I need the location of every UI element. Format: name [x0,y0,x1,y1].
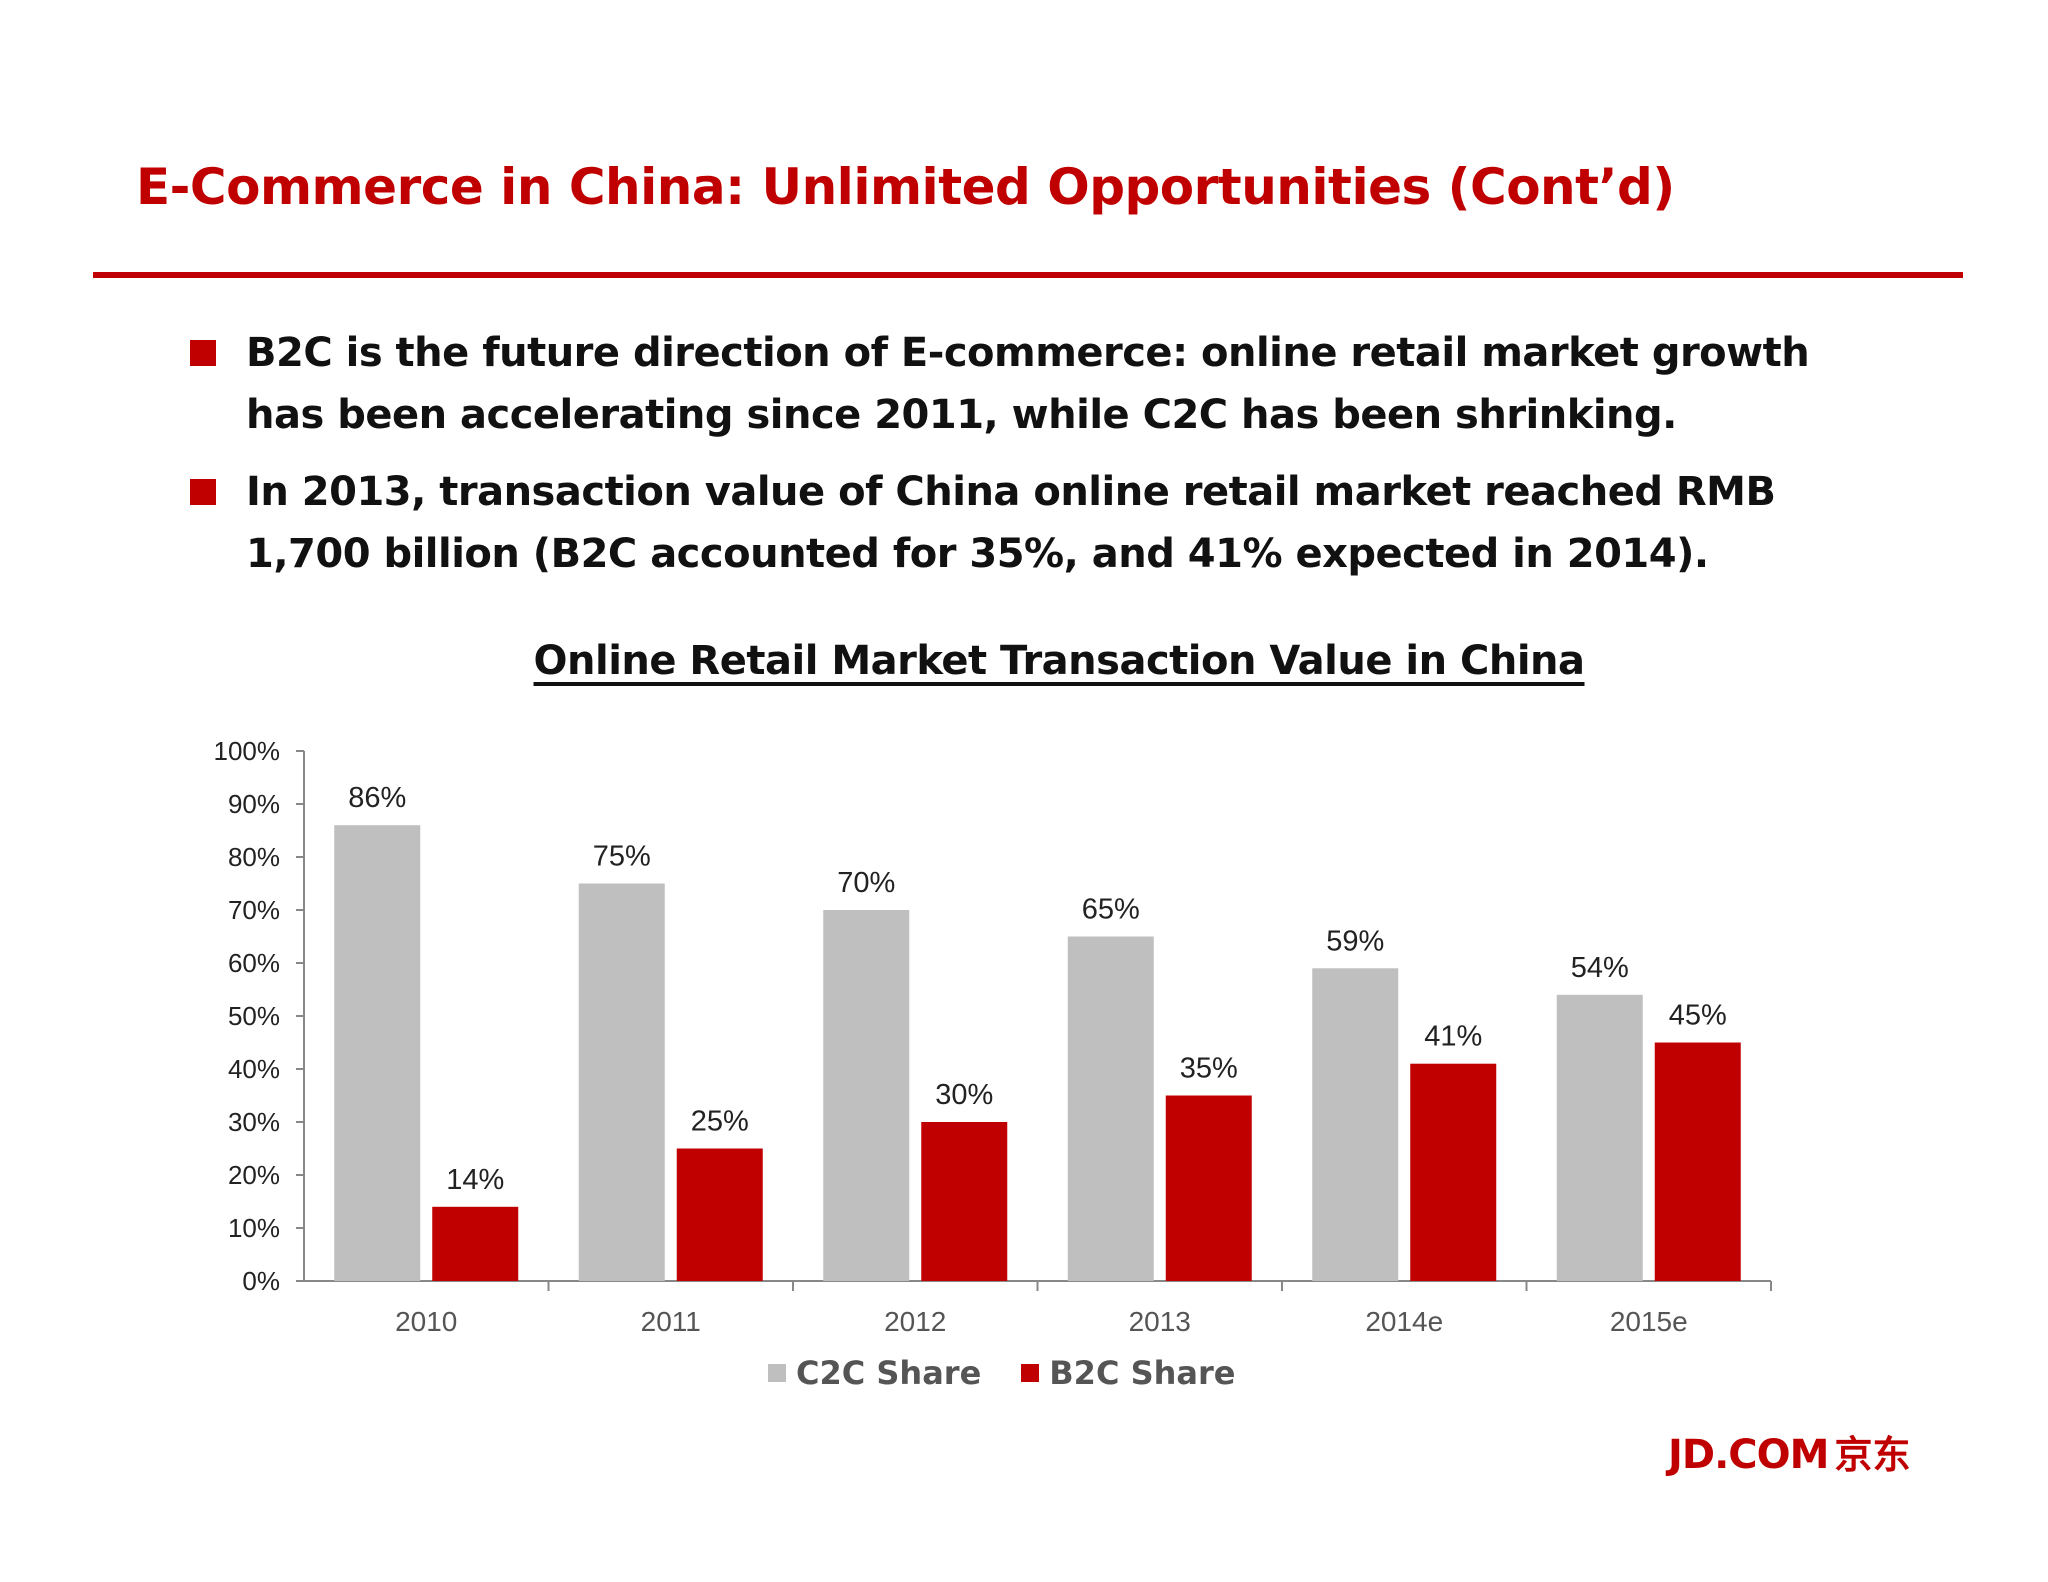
y-tick-label: 20% [228,1160,280,1190]
c2c-bar [578,883,665,1281]
b2c-data-label: 25% [691,1106,749,1138]
chart-title: Online Retail Market Transaction Value i… [533,638,1586,684]
bullet-list: B2C is the future direction of E-commerc… [190,322,1840,600]
b2c-bar [432,1206,519,1281]
y-tick-label: 0% [242,1266,280,1296]
c2c-data-label: 75% [593,841,651,873]
x-category-label: 2011 [641,1306,701,1337]
b2c-bar [1654,1042,1741,1281]
legend-label-c2c: C2C Share [796,1354,982,1392]
b2c-data-label: 14% [446,1164,504,1196]
legend-item-b2c: B2C Share [1021,1354,1235,1392]
b2c-data-label: 41% [1424,1021,1482,1053]
y-tick-label: 60% [228,948,280,978]
bullet-text: In 2013, transaction value of China onli… [246,469,1776,577]
c2c-data-label: 54% [1571,952,1629,984]
b2c-data-label: 30% [935,1079,993,1111]
legend-item-c2c: C2C Share [768,1354,981,1392]
c2c-bar [334,825,421,1281]
b2c-bar [1410,1063,1497,1281]
x-category-label: 2013 [1129,1306,1191,1337]
legend-label-b2c: B2C Share [1049,1354,1236,1392]
logo-text: JD.COM [1668,1432,1829,1478]
c2c-data-label: 70% [837,867,895,899]
x-category-label: 2014e [1365,1306,1443,1337]
legend-swatch-c2c [768,1364,786,1382]
y-tick-label: 50% [228,1001,280,1031]
b2c-bar [676,1148,763,1281]
y-tick-label: 10% [228,1213,280,1243]
y-tick-label: 80% [228,842,280,872]
logo-chinese-text: 京东 [1834,1433,1911,1477]
b2c-data-label: 45% [1669,1000,1727,1032]
x-category-label: 2012 [884,1306,946,1337]
x-category-label: 2015e [1610,1306,1688,1337]
bullet-square-icon [190,479,216,505]
y-tick-label: 70% [228,895,280,925]
c2c-bar [1067,936,1154,1281]
chart-legend: C2C Share B2C Share [768,1354,1275,1392]
c2c-bar [1556,994,1643,1281]
bullet-item: B2C is the future direction of E-commerc… [190,322,1840,446]
b2c-bar [1165,1095,1252,1281]
y-tick-label: 40% [228,1054,280,1084]
c2c-data-label: 86% [348,782,406,814]
bullet-square-icon [190,340,216,366]
bullet-item: In 2013, transaction value of China onli… [190,461,1840,585]
legend-swatch-b2c [1021,1364,1040,1382]
x-category-label: 2010 [395,1306,457,1337]
c2c-bar [1312,968,1399,1281]
jd-logo: JD.COM 京东 [1668,1424,1910,1479]
c2c-data-label: 59% [1326,925,1384,957]
b2c-bar [921,1122,1008,1281]
b2c-data-label: 35% [1180,1053,1238,1085]
slide-title: E-Commerce in China: Unlimited Opportuni… [136,158,1675,216]
y-tick-label: 100% [214,736,281,766]
bullet-text: B2C is the future direction of E-commerc… [246,330,1810,438]
title-divider [93,272,1963,278]
c2c-bar [823,910,910,1281]
y-tick-label: 90% [228,789,280,819]
y-tick-label: 30% [228,1107,280,1137]
c2c-data-label: 65% [1082,894,1140,926]
